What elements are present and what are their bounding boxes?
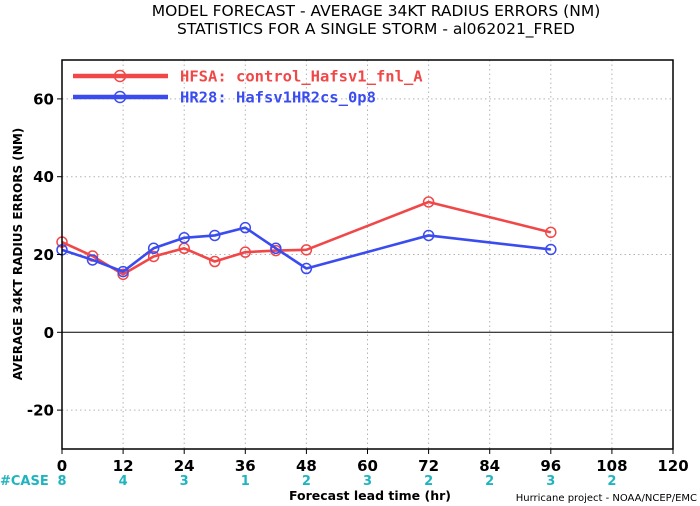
x-tick-label: 0	[57, 457, 67, 475]
y-tick-label: 0	[44, 324, 54, 342]
grid-lines	[62, 60, 673, 449]
case-counts: 8 4 3 1 2 3 2 2 3 2	[57, 474, 616, 489]
case-count: 3	[180, 474, 189, 489]
legend-marker	[113, 90, 127, 104]
chart-title-line1: MODEL FORECAST - AVERAGE 34KT RADIUS ERR…	[152, 2, 601, 20]
x-tick-label: 120	[657, 457, 688, 475]
legend-label: HR28: Hafsv1HR2cs_0p8	[180, 89, 376, 107]
data-point	[545, 226, 557, 239]
legend-entry: HFSA: control_Hafsv1_fnl_A	[73, 68, 423, 86]
x-tick-label: 108	[596, 457, 627, 475]
case-count: 3	[546, 474, 555, 489]
data-point	[270, 242, 282, 255]
case-count: 2	[485, 474, 494, 489]
legend-label: HFSA: control_Hafsv1_fnl_A	[180, 68, 423, 86]
case-count: 8	[57, 474, 66, 489]
case-count: 3	[363, 474, 372, 489]
credit-text: Hurricane project - NOAA/NCEP/EMC	[516, 493, 697, 504]
x-tick-label: 48	[296, 457, 317, 475]
x-tick-label: 24	[174, 457, 195, 475]
case-count: 2	[424, 474, 433, 489]
data-point	[117, 265, 129, 278]
case-count: 2	[302, 474, 311, 489]
data-point	[545, 243, 557, 256]
data-point	[147, 250, 160, 263]
data-point	[86, 254, 99, 266]
data-point	[300, 244, 313, 256]
x-tick-label: 60	[357, 457, 378, 475]
data-point	[422, 196, 435, 208]
y-tick-labels: -20 0 20 40 60	[27, 90, 62, 420]
legend: HFSA: control_Hafsv1_fnl_A HR28: Hafsv1HR…	[73, 68, 423, 107]
y-tick-label: 40	[33, 168, 54, 186]
case-count: 2	[607, 474, 616, 489]
series-layer	[56, 196, 557, 281]
y-tick-label: 60	[33, 90, 54, 108]
y-tick-label: -20	[27, 402, 54, 420]
data-point	[147, 242, 160, 255]
data-point	[209, 255, 221, 268]
x-tick-label: 96	[540, 457, 561, 475]
data-point	[178, 232, 190, 244]
legend-entry: HR28: Hafsv1HR2cs_0p8	[73, 89, 376, 107]
case-label: #CASE	[0, 474, 49, 489]
case-count: 4	[119, 474, 128, 489]
data-point	[239, 246, 252, 258]
chart-title-line2: STATISTICS FOR A SINGLE STORM - al062021…	[177, 20, 575, 39]
x-tick-label: 12	[113, 457, 134, 475]
x-tick-label: 36	[235, 457, 256, 475]
data-point	[300, 262, 313, 275]
y-tick-label: 20	[33, 246, 54, 264]
legend-marker	[113, 69, 127, 83]
x-tick-label: 84	[479, 457, 500, 475]
x-axis-label: Forecast lead time (hr)	[289, 488, 451, 503]
x-tick-labels: 0 12 24 36 48 60 72 84 96 108 120	[57, 449, 689, 475]
case-count: 1	[241, 474, 250, 489]
x-tick-label: 72	[418, 457, 439, 475]
data-point	[422, 229, 435, 242]
data-point	[209, 229, 221, 242]
y-axis-label: AVERAGE 34KT RADIUS ERRORS (NM)	[11, 128, 25, 380]
series-line	[61, 226, 551, 273]
data-point	[239, 221, 252, 234]
